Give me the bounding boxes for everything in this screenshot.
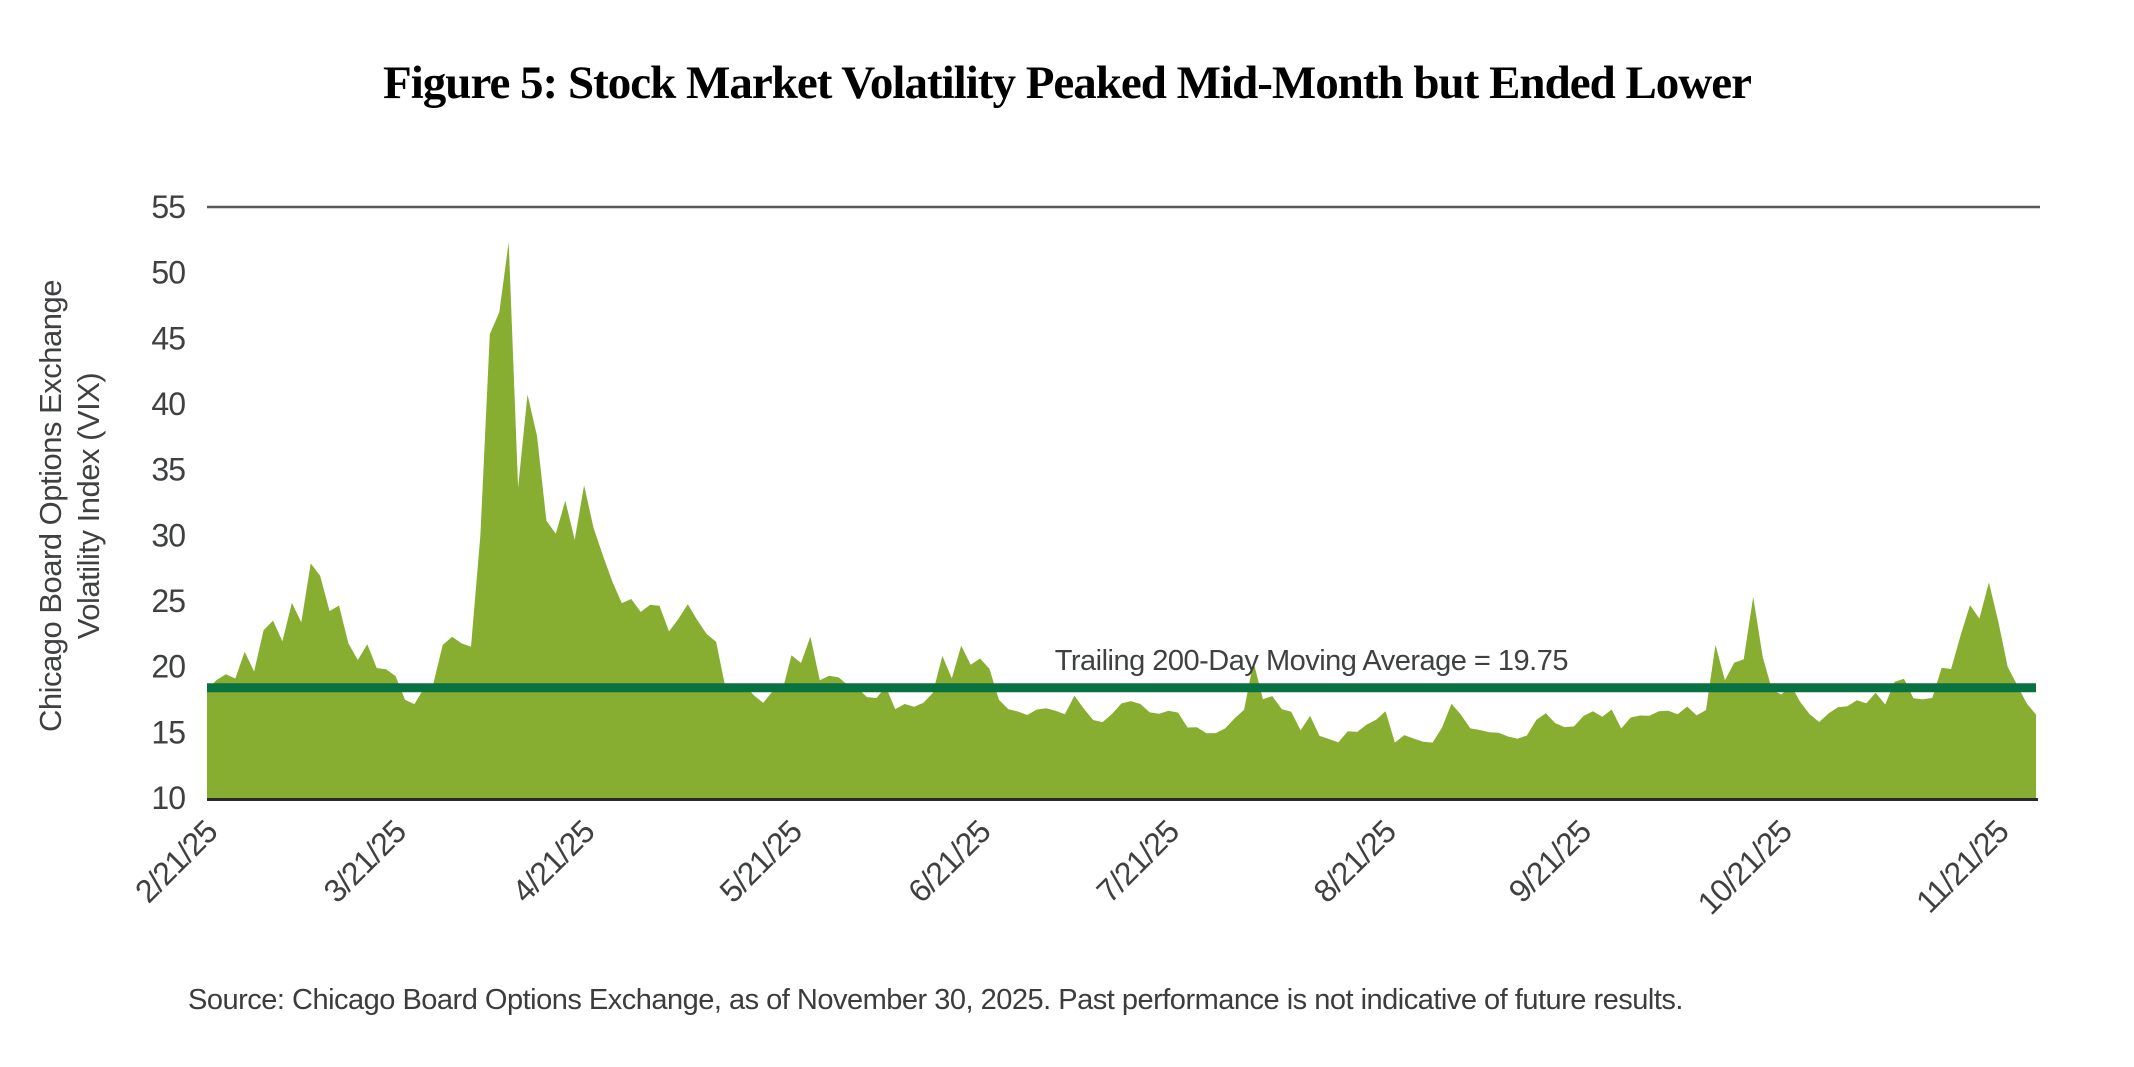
x-tick-label: 4/21/25 [505, 813, 601, 909]
y-axis-title-line2: Volatility Index (VIX) [71, 372, 106, 640]
y-tick-label: 25 [151, 583, 185, 619]
vix-area-series [207, 242, 2036, 799]
x-tick-label: 7/21/25 [1090, 813, 1186, 909]
x-tick-label: 6/21/25 [901, 813, 997, 909]
y-tick-label: 15 [151, 714, 185, 750]
y-tick-label: 20 [151, 649, 185, 685]
x-tick-label: 10/21/25 [1690, 813, 1798, 921]
y-tick-label: 35 [151, 452, 185, 488]
y-tick-label: 10 [151, 780, 185, 816]
y-axis-title-line1: Chicago Board Options Exchange [33, 280, 68, 733]
x-tick-label: 9/21/25 [1502, 813, 1598, 909]
x-tick-label: 11/21/25 [1909, 813, 2015, 919]
x-tick-label: 2/21/25 [128, 813, 224, 909]
y-tick-label: 55 [151, 189, 185, 225]
x-tick-label: 8/21/25 [1306, 813, 1402, 909]
x-tick-label: 3/21/25 [317, 813, 413, 909]
y-tick-label: 40 [151, 386, 185, 422]
source-note: Source: Chicago Board Options Exchange, … [188, 984, 1683, 1016]
y-axis-title: Chicago Board Options Exchange Volatilit… [32, 196, 108, 816]
y-tick-label: 30 [151, 517, 185, 553]
y-tick-label: 50 [151, 255, 185, 291]
chart-title: Figure 5: Stock Market Volatility Peaked… [383, 57, 1752, 109]
ma-annotation-label: Trailing 200-Day Moving Average = 19.75 [1055, 645, 1568, 677]
y-tick-label: 45 [151, 320, 185, 356]
x-tick-label: 5/21/25 [712, 813, 808, 909]
